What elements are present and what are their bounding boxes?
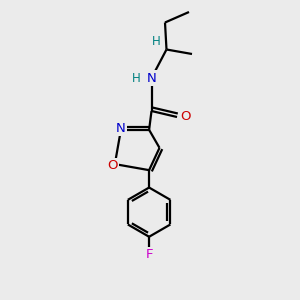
Text: H: H xyxy=(152,34,160,48)
Text: N: N xyxy=(116,122,126,135)
Text: F: F xyxy=(146,248,153,261)
Text: O: O xyxy=(180,110,191,124)
Text: H: H xyxy=(131,71,140,85)
Text: O: O xyxy=(107,159,118,172)
Text: N: N xyxy=(147,71,156,85)
